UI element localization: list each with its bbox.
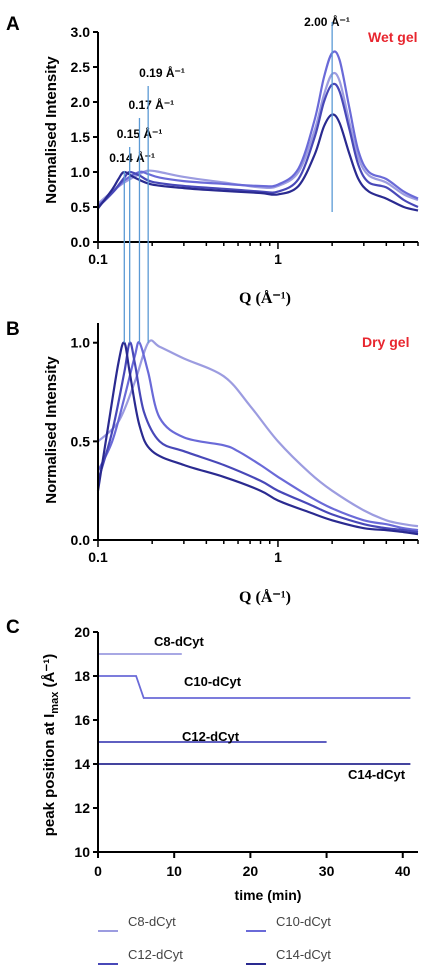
panel-c-xtick-label: 30: [319, 863, 335, 879]
panel-c-xtick-label: 10: [166, 863, 182, 879]
peak-annotation-label: 2.00 Å⁻¹: [304, 14, 350, 29]
panel-c-xtick-label: 40: [395, 863, 411, 879]
panel-c-label-c10-dcyt: C10-dCyt: [184, 674, 242, 689]
panel-c-xlabel: time (min): [235, 887, 302, 903]
panel-a-ytick-label: 2.5: [71, 59, 91, 75]
peak-annotation-label: 0.19 Å⁻¹: [139, 65, 185, 80]
panel-b-xtick-label: 1: [274, 549, 282, 565]
panel-c-xtick-label: 20: [243, 863, 259, 879]
panel-a-ytick-label: 0.5: [71, 199, 91, 215]
panel-b-series-c10-dcyt: [97, 341, 419, 532]
panel-b-ylabel: Normalised Intensity: [43, 356, 60, 504]
panel-c-label-c14-dcyt: C14-dCyt: [348, 767, 406, 782]
panel-c-ytick-label: 12: [74, 800, 90, 816]
panel-b-xtick-label: 0.1: [88, 549, 108, 565]
panel-b-series-c14-dcyt: [96, 341, 419, 536]
panel-b-xlabel: Q (Å⁻¹): [239, 588, 291, 606]
panel-c-ytick-label: 14: [74, 756, 90, 772]
legend-label-c10-dcyt: C10-dCyt: [276, 914, 331, 929]
panel-a-ytick-label: 3.0: [71, 24, 91, 40]
panel-b-ytick-label: 0.5: [71, 433, 91, 449]
panel-a-ytick-label: 0.0: [71, 234, 91, 250]
panel-c-ylabel-unit: (Å⁻¹): [41, 654, 58, 692]
panel-b-series-c8-dcyt: [97, 339, 419, 528]
panel-letter-b: B: [6, 319, 20, 340]
legend: C8-dCyt C10-dCyt C12-dCyt C14-dCyt: [98, 914, 331, 965]
panel-a-ytick-label: 2.0: [71, 94, 91, 110]
peak-position-lines: [123, 22, 333, 343]
peak-annotation-label: 0.14 Å⁻¹: [109, 150, 155, 165]
condition-label-dry: Dry gel: [362, 334, 409, 350]
panel-a-series-c10-dcyt: [97, 50, 419, 207]
panel-a-ytick-label: 1.0: [71, 164, 91, 180]
panel-letter-c: C: [6, 617, 20, 638]
panel-a-plot: 0.00.51.01.52.02.53.00.1 10.14 Å⁻¹0.15 Å⁻…: [71, 14, 419, 267]
condition-label-wet: Wet gel: [368, 29, 418, 45]
panel-b-series-c12-dcyt: [96, 341, 419, 534]
panel-a-xtick-label: 1: [274, 251, 282, 267]
panel-c-series-c10-dcyt: [98, 675, 411, 699]
panel-c-label-c8-dcyt: C8-dCyt: [154, 634, 205, 649]
panel-c-xtick-label: 0: [94, 863, 102, 879]
panel-c-label-c12-dcyt: C12-dCyt: [182, 729, 240, 744]
legend-label-c12-dcyt: C12-dCyt: [128, 947, 183, 962]
panel-c-ylabel-sub: max: [49, 691, 61, 714]
panel-c-ytick-label: 16: [74, 712, 90, 728]
panel-a-ylabel: Normalised Intensity: [43, 56, 60, 204]
panel-c-ylabel-main: peak position at I: [41, 714, 58, 837]
panel-b-plot: 0.0 0.5 1.0 0.1 1: [71, 323, 419, 565]
panel-a-ytick-label: 1.5: [71, 129, 91, 145]
panel-c-ytick-label: 20: [74, 624, 90, 640]
panel-letter-a: A: [6, 14, 20, 35]
panel-b-ytick-label: 0.0: [71, 532, 91, 548]
peak-annotation-label: 0.17 Å⁻¹: [128, 97, 174, 112]
panel-a-series-c14-dcyt: [97, 113, 419, 212]
panel-c-ytick-label: 18: [74, 668, 90, 684]
legend-label-c8-dcyt: C8-dCyt: [128, 914, 176, 929]
panel-c-ylabel: peak position at Imax (Å⁻¹): [41, 654, 61, 836]
panel-a-xtick-label: 0.1: [88, 251, 108, 267]
panel-a-xlabel: Q (Å⁻¹): [239, 289, 291, 307]
panel-c-ytick-label: 10: [74, 844, 90, 860]
panel-a-series-c12-dcyt: [97, 82, 419, 208]
panel-b-ytick-label: 1.0: [71, 335, 91, 351]
legend-label-c14-dcyt: C14-dCyt: [276, 947, 331, 962]
